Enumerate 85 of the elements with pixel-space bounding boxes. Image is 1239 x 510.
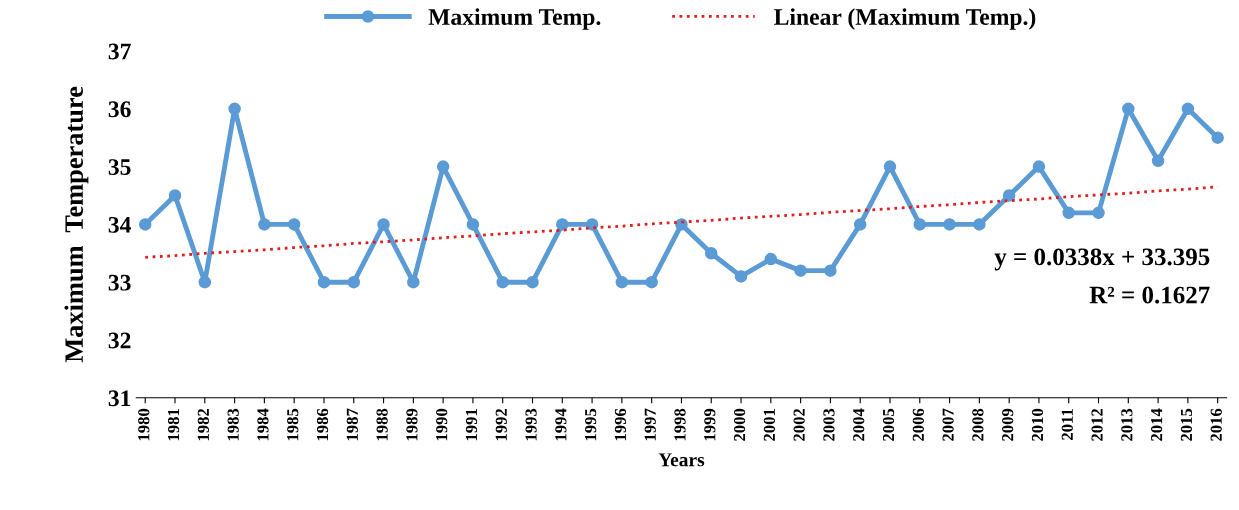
x-tick-label: 1984 (257, 408, 269, 441)
x-tick-label: 1981 (167, 409, 180, 441)
point (1032, 160, 1046, 173)
x-tick-label: 2015 (1180, 408, 1193, 441)
x-tick-label: 1988 (376, 408, 388, 441)
point (764, 252, 778, 266)
point (794, 264, 807, 277)
annotation: y = 0.0338x + 33.395 (994, 248, 1210, 271)
point (913, 218, 927, 231)
point (615, 275, 629, 289)
x-tick-label: 1982 (197, 408, 209, 441)
x-tick-label: 2014 (1151, 408, 1163, 441)
x-tick-label: 1994 (555, 408, 567, 441)
y-tick-label: 31 (108, 390, 131, 407)
point (1002, 189, 1016, 202)
point (1062, 206, 1075, 220)
point (734, 270, 748, 283)
point (853, 218, 867, 231)
y-tick-label: 37 (108, 43, 131, 60)
legend-label: Linear (Maximum Temp.) (774, 8, 1036, 30)
point (407, 275, 420, 289)
x-tick-label: 2007 (942, 408, 954, 441)
x-tick-label: 2004 (853, 408, 865, 441)
y-tick-label: 33 (108, 274, 131, 291)
point (436, 160, 450, 173)
x-tick-label: 1999 (704, 408, 716, 441)
x-tick-label: 2008 (972, 408, 984, 441)
y-axis-title: Maximum Temperature (64, 86, 89, 363)
point (466, 218, 480, 231)
x-tick-label: 1986 (316, 408, 329, 441)
point (1211, 131, 1224, 144)
x-tick-label: 2005 (882, 408, 895, 441)
x-axis-title: Years (658, 453, 705, 467)
x-tick-label: 2012 (1091, 408, 1103, 441)
x-tick-label: 1996 (614, 408, 627, 441)
point (943, 218, 956, 231)
x-tick-label: 2010 (1031, 408, 1044, 441)
x-tick-label: 2013 (1121, 408, 1133, 441)
y-tick-label: 34 (108, 216, 131, 233)
y-tick-label: 32 (108, 332, 131, 349)
x-tick-label: 1997 (644, 408, 656, 441)
point (1122, 102, 1135, 116)
point (973, 218, 986, 231)
x-tick-label: 2006 (912, 408, 924, 441)
y-tick-label: 35 (108, 159, 131, 176)
point (556, 218, 569, 231)
x-tick-label: 1998 (674, 408, 686, 441)
point (1151, 154, 1165, 168)
x-tick-label: 2003 (823, 408, 835, 441)
x-tick-label: 2002 (793, 408, 805, 441)
point (347, 275, 361, 289)
x-tick-label: 1985 (287, 408, 299, 441)
point (526, 275, 539, 289)
x-tick-label: 2000 (733, 408, 746, 441)
x-tick-label: 1991 (465, 409, 478, 441)
point (1181, 102, 1195, 116)
point (198, 275, 212, 289)
point (824, 264, 837, 277)
x-tick-label: 1992 (495, 408, 507, 441)
x-tick-label: 1990 (436, 408, 448, 441)
annotation: R² = 0.1627 (1089, 286, 1210, 304)
x-tick-label: 1983 (227, 408, 239, 441)
x-tick-label: 1980 (138, 408, 150, 441)
point (377, 218, 390, 231)
x-tick-label: 1989 (406, 408, 418, 441)
y-tick-label: 36 (108, 101, 131, 118)
x-tick-label: 2001 (763, 409, 775, 441)
x-tick-label: 2011 (1061, 409, 1073, 440)
point (287, 218, 301, 231)
point (317, 275, 331, 289)
x-tick-label: 2009 (1002, 408, 1014, 441)
point (645, 275, 658, 289)
x-tick-label: 1987 (346, 408, 358, 441)
point (228, 102, 241, 116)
point (168, 189, 182, 202)
point (258, 218, 271, 231)
point (138, 218, 152, 231)
point (1092, 206, 1105, 220)
point (496, 275, 509, 289)
x-tick-label: 2016 (1210, 408, 1222, 441)
point (883, 160, 897, 173)
x-tick-label: 1993 (525, 408, 537, 441)
point (704, 247, 718, 260)
x-tick-label: 1995 (585, 408, 597, 441)
legend-label: Maximum Temp. (428, 8, 601, 30)
